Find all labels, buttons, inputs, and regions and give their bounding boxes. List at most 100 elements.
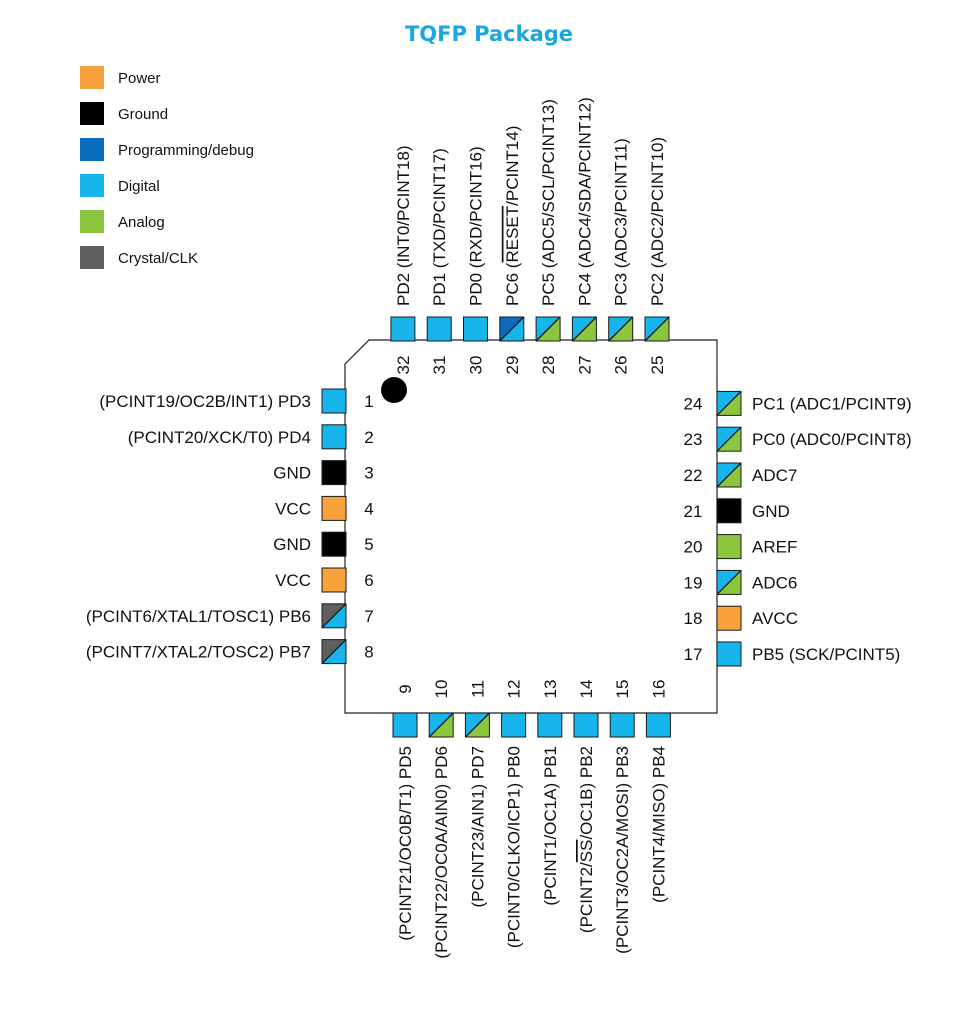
pin-21-label: GND (752, 502, 790, 521)
pin-18-pad (716, 605, 742, 631)
pin-16-label: (PCINT4/MISO) PB4 (649, 746, 668, 903)
pin-31-label: PD1 (TXD/PCINT17) (430, 148, 449, 306)
legend-label-power: Power (118, 70, 161, 87)
pin-1-number: 1 (364, 392, 373, 411)
pin-23-number: 23 (684, 430, 703, 449)
pin-30-number: 30 (467, 356, 486, 375)
pin-28-label: PC5 (ADC5/SCL/PCINT13) (539, 99, 558, 306)
pin-6-pad (321, 567, 347, 593)
pin-7-pad (321, 603, 347, 629)
pin-2-number: 2 (364, 428, 373, 447)
pin-2-label: (PCINT20/XCK/T0) PD4 (128, 428, 311, 447)
pin-21-number: 21 (684, 502, 703, 521)
pin-9-label: (PCINT21/OC0B/T1) PD5 (396, 746, 415, 941)
pin-15-pad (609, 712, 635, 738)
pin-19-number: 19 (684, 573, 703, 592)
pin-7-label: (PCINT6/XTAL1/TOSC1) PB6 (86, 607, 311, 626)
pin-21-pad (716, 498, 742, 524)
pin-10-pad (428, 712, 454, 738)
legend-label-crystal-clk: Crystal/CLK (118, 250, 198, 267)
legend: Power Ground Programming/debug Digital Analo… (80, 66, 254, 269)
pin-31-number: 31 (430, 356, 449, 375)
pin-25-label: PC2 (ADC2/PCINT10) (648, 137, 667, 306)
pin-5-number: 5 (364, 535, 373, 554)
pin-22-label: ADC7 (752, 466, 797, 485)
pin-3-number: 3 (364, 464, 373, 483)
legend-label-analog: Analog (118, 214, 165, 231)
pin-1-pad (321, 388, 347, 414)
pin-30-label: PD0 (RXD/PCINT16) (467, 146, 486, 306)
pin-28-number: 28 (539, 356, 558, 375)
legend-swatch-analog (80, 210, 104, 233)
pin-11-pad (464, 712, 490, 738)
pin-18-number: 18 (684, 609, 703, 628)
pin-20-number: 20 (684, 538, 703, 557)
pin-14-label: (PCINT2/SS/OC1B) PB2 (577, 746, 596, 933)
pin-14-number: 14 (577, 680, 596, 699)
pin-10-label: (PCINT22/OC0A/AIN0) PD6 (432, 746, 451, 959)
pin-4-number: 4 (364, 499, 373, 518)
pin-22-pad (716, 462, 742, 488)
pin-15-label: (PCINT3/OC2A/MOSI) PB3 (613, 746, 632, 954)
pin-8-pad (321, 639, 347, 665)
pin-15-number: 15 (613, 680, 632, 699)
pin-17-number: 17 (684, 645, 703, 664)
pin-25-number: 25 (648, 356, 667, 375)
pin-22-number: 22 (684, 466, 703, 485)
pin-30-pad (463, 316, 488, 342)
pin-1-label: (PCINT19/OC2B/INT1) PD3 (99, 392, 311, 411)
pin-8-label: (PCINT7/XTAL2/TOSC2) PB7 (86, 643, 311, 662)
diagram-title: TQFP Package (405, 22, 573, 46)
pin-6-label: VCC (275, 571, 311, 590)
pin-2-pad (321, 424, 347, 450)
pin-11-number: 11 (468, 680, 487, 698)
pin-16-pad (645, 712, 671, 738)
pin-23-pad (716, 426, 742, 452)
pin-27-pad (571, 316, 597, 342)
legend-label-programming-debug: Programming/debug (118, 142, 254, 159)
pin-5-label: GND (273, 535, 311, 554)
pin-9-pad (392, 712, 418, 738)
pin-25-pad (644, 316, 670, 342)
pin-17-label: PB5 (SCK/PCINT5) (752, 645, 900, 664)
pin-14-pad (573, 712, 599, 738)
legend-swatch-power (80, 66, 104, 89)
legend-swatch-crystal-clk (80, 246, 104, 269)
legend-swatch-programming-debug (80, 138, 104, 161)
pin-27-label: PC4 (ADC4/SDA/PCINT12) (575, 97, 594, 306)
pin-13-pad (537, 712, 563, 738)
pin-24-label: PC1 (ADC1/PCINT9) (752, 394, 912, 413)
pin-26-number: 26 (612, 356, 631, 375)
legend-label-digital: Digital (118, 178, 160, 195)
pin-3-label: GND (273, 464, 311, 483)
pin-11-label: (PCINT23/AIN1) PD7 (468, 746, 487, 908)
pin-19-pad (716, 569, 742, 595)
pin-10-number: 10 (432, 680, 451, 699)
pin-16-number: 16 (649, 680, 668, 699)
pin-17-pad (716, 641, 742, 667)
pin-13-label: (PCINT1/OC1A) PB1 (541, 746, 560, 906)
legend-label-ground: Ground (118, 106, 168, 123)
pin-29-number: 29 (503, 356, 522, 375)
pin-12-number: 12 (505, 680, 524, 699)
pin-24-number: 24 (684, 394, 703, 413)
pin-23-label: PC0 (ADC0/PCINT8) (752, 430, 912, 449)
pin-26-label: PC3 (ADC3/PCINT11) (612, 138, 631, 306)
pin-18-label: AVCC (752, 609, 798, 628)
pin-12-label: (PCINT0/CLKO/ICP1) PB0 (505, 746, 524, 948)
pin-8-number: 8 (364, 643, 373, 662)
pin-31-pad (426, 316, 452, 342)
pin-29-label: PC6 (RESET/PCINT14) (503, 126, 522, 306)
pin-20-label: AREF (752, 538, 797, 557)
pin-32-pad (390, 316, 416, 342)
pin-12-pad (501, 712, 527, 738)
pin1-marker-dot (381, 377, 407, 403)
legend-swatch-digital (80, 174, 104, 197)
pin-20-pad (716, 534, 742, 560)
pin-24-pad (716, 390, 742, 416)
pin-32-label: PD2 (INT0/PCINT18) (394, 145, 413, 306)
pin-6-number: 6 (364, 571, 373, 590)
pin-5-pad (321, 531, 347, 557)
pin-4-pad (321, 495, 347, 521)
